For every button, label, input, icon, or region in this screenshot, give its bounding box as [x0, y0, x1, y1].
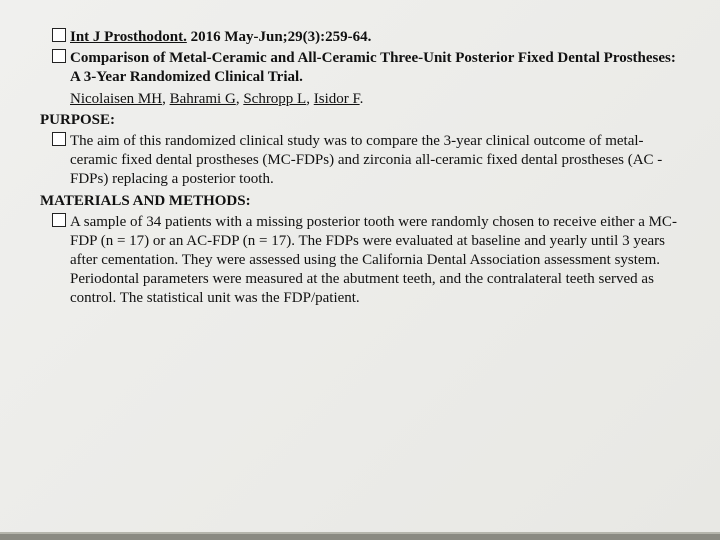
citation-rest: 2016 May-Jun;29(3):259-64. — [187, 29, 372, 45]
article-title: Comparison of Metal-Ceramic and All-Cera… — [52, 49, 680, 87]
authors-end: . — [360, 91, 364, 107]
purpose-body: The aim of this randomized clinical stud… — [52, 132, 680, 190]
citation-line: Int J Prosthodont. 2016 May-Jun;29(3):25… — [52, 28, 680, 47]
author-1: Nicolaisen MH — [70, 91, 162, 107]
journal-name: Int J Prosthodont. — [70, 29, 187, 45]
slide: Int J Prosthodont. 2016 May-Jun;29(3):25… — [0, 0, 720, 540]
author-4: Isidor F — [314, 91, 360, 107]
content-block: Int J Prosthodont. 2016 May-Jun;29(3):25… — [52, 28, 680, 309]
author-2: Bahrami G — [170, 91, 236, 107]
purpose-text: The aim of this randomized clinical stud… — [70, 133, 662, 187]
purpose-heading: PURPOSE: — [40, 111, 680, 130]
methods-heading: MATERIALS AND METHODS: — [40, 192, 680, 211]
methods-body: A sample of 34 patients with a missing p… — [52, 213, 680, 309]
square-bullet-icon — [52, 213, 66, 227]
square-bullet-icon — [52, 49, 66, 63]
title-text: Comparison of Metal-Ceramic and All-Cera… — [70, 50, 676, 85]
square-bullet-icon — [52, 132, 66, 146]
sep: , — [306, 91, 314, 107]
square-bullet-icon — [52, 28, 66, 42]
sep: , — [162, 91, 170, 107]
methods-text: A sample of 34 patients with a missing p… — [70, 214, 677, 307]
author-3: Schropp L — [243, 91, 306, 107]
authors-line: Nicolaisen MH, Bahrami G, Schropp L, Isi… — [52, 90, 680, 109]
